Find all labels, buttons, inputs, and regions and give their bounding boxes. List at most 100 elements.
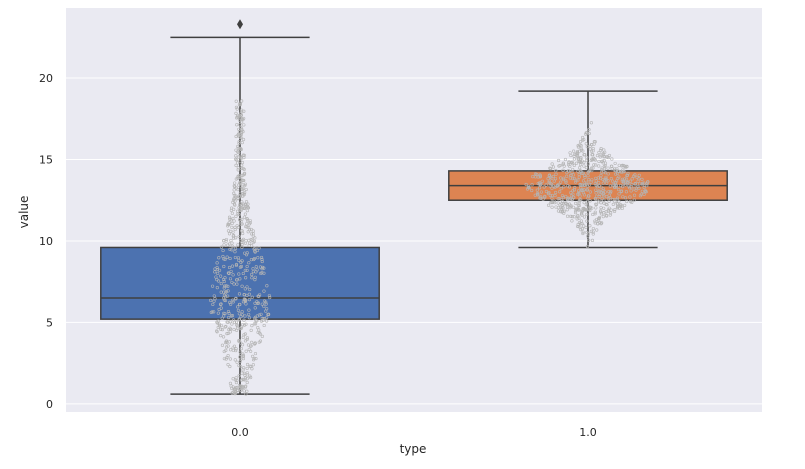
swarm-point bbox=[262, 323, 266, 328]
swarm-point bbox=[240, 120, 244, 124]
swarm-point bbox=[253, 306, 257, 310]
swarm-point bbox=[535, 188, 539, 192]
swarm-point bbox=[604, 202, 608, 206]
swarm-point bbox=[246, 202, 250, 206]
swarm-point bbox=[227, 232, 232, 236]
swarm-point bbox=[612, 209, 617, 213]
swarm-point bbox=[560, 194, 565, 198]
swarm-point bbox=[253, 236, 257, 240]
y-axis-label: value bbox=[17, 196, 31, 229]
swarm-point bbox=[538, 175, 542, 179]
swarm-point bbox=[574, 201, 578, 205]
y-tick-label: 20 bbox=[39, 72, 53, 85]
swarm-point bbox=[252, 322, 257, 326]
swarm-point bbox=[235, 386, 239, 390]
swarm-point bbox=[244, 392, 248, 396]
swarm-point bbox=[236, 308, 240, 313]
swarm-point bbox=[617, 192, 621, 196]
swarm-point bbox=[561, 168, 565, 172]
swarm-point bbox=[535, 172, 539, 177]
swarm-point bbox=[601, 151, 605, 155]
swarm-point bbox=[620, 164, 624, 168]
swarm-point bbox=[230, 264, 235, 268]
swarm-point bbox=[249, 232, 254, 236]
swarm-point bbox=[553, 193, 557, 198]
swarm-point bbox=[240, 242, 244, 246]
swarm-point bbox=[595, 217, 599, 222]
swarm-point bbox=[234, 158, 239, 162]
swarm-point bbox=[262, 271, 266, 275]
swarm-point bbox=[556, 201, 560, 205]
swarm-point bbox=[582, 206, 586, 210]
swarm-point bbox=[228, 320, 232, 324]
swarm-point bbox=[599, 147, 603, 151]
swarm-point bbox=[239, 176, 243, 180]
swarm-point bbox=[247, 261, 251, 265]
swarm-point bbox=[218, 302, 223, 307]
swarm-point bbox=[525, 187, 530, 191]
swarm-point bbox=[233, 225, 237, 229]
swarm-point bbox=[561, 161, 565, 165]
swarm-point bbox=[226, 363, 230, 367]
swarm-point bbox=[641, 183, 645, 187]
swarm-point bbox=[243, 268, 247, 272]
swarm-point bbox=[572, 188, 576, 192]
swarm-point bbox=[562, 176, 566, 180]
swarm-point bbox=[239, 357, 243, 361]
swarm-point bbox=[575, 217, 579, 221]
swarm-point bbox=[238, 239, 243, 243]
swarm-point bbox=[239, 206, 243, 210]
swarm-point bbox=[544, 183, 548, 187]
swarm-point bbox=[236, 326, 240, 330]
swarm-point bbox=[572, 215, 576, 219]
swarm-point bbox=[548, 166, 552, 170]
swarm-point bbox=[247, 316, 251, 320]
swarm-point bbox=[624, 190, 629, 194]
swarm-point bbox=[265, 319, 269, 323]
swarm-point bbox=[232, 193, 237, 197]
swarm-point bbox=[578, 159, 582, 164]
swarm-point bbox=[600, 167, 604, 172]
swarm-point bbox=[530, 183, 534, 187]
swarm-point bbox=[227, 271, 231, 276]
swarm-point bbox=[604, 209, 608, 214]
swarm-point bbox=[571, 192, 575, 196]
swarm-point bbox=[238, 277, 242, 281]
swarm-point bbox=[240, 127, 244, 131]
swarm-point bbox=[215, 267, 220, 272]
swarm-point bbox=[593, 221, 597, 225]
swarm-point bbox=[253, 278, 257, 282]
swarm-point bbox=[592, 157, 597, 161]
swarm-point bbox=[226, 289, 230, 293]
swarm-point bbox=[226, 331, 230, 335]
swarm-point bbox=[231, 298, 235, 302]
swarm-point bbox=[241, 377, 245, 381]
swarm-point bbox=[589, 149, 594, 153]
swarm-point bbox=[259, 312, 263, 316]
swarm-point bbox=[234, 105, 239, 110]
swarm-point bbox=[234, 111, 238, 115]
swarm-point bbox=[238, 159, 242, 163]
box-iqr bbox=[100, 246, 380, 320]
swarm-point bbox=[625, 173, 630, 177]
swarm-point bbox=[241, 187, 245, 191]
swarm-point bbox=[573, 152, 577, 157]
swarm-point bbox=[233, 227, 237, 232]
swarm-point bbox=[242, 123, 246, 127]
swarm-point bbox=[619, 190, 623, 194]
swarm-point bbox=[600, 159, 604, 163]
swarm-point bbox=[239, 341, 243, 345]
swarm-point bbox=[588, 199, 592, 203]
swarm-point bbox=[222, 243, 226, 247]
swarm-point bbox=[248, 374, 252, 378]
swarm-point bbox=[550, 162, 554, 166]
swarm-point bbox=[554, 205, 558, 209]
swarm-point bbox=[585, 131, 589, 135]
swarm-point bbox=[258, 265, 263, 269]
swarm-point bbox=[243, 339, 248, 343]
swarm-point bbox=[249, 227, 253, 232]
swarm-point bbox=[217, 256, 221, 260]
swarm-point bbox=[645, 183, 649, 188]
swarm-point bbox=[239, 114, 243, 118]
swarm-point bbox=[238, 180, 242, 185]
